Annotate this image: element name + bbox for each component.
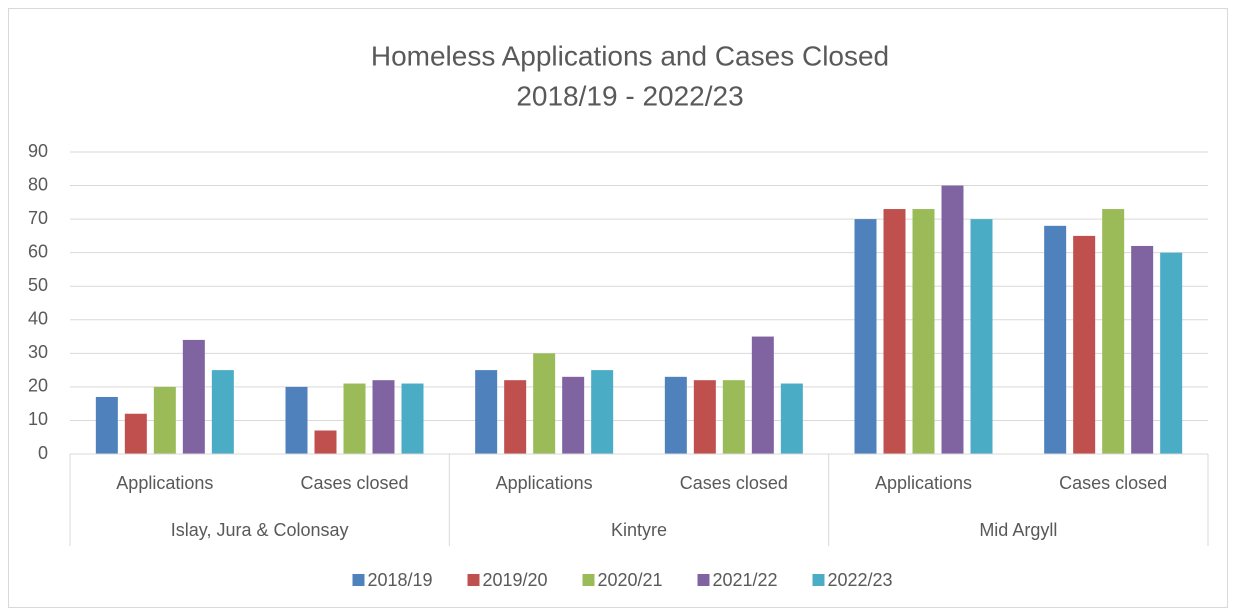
bar xyxy=(854,219,877,454)
y-tick-label: 60 xyxy=(28,241,48,261)
bar xyxy=(314,430,337,454)
bar xyxy=(693,380,716,454)
chart-subtitle: 2018/19 - 2022/23 xyxy=(516,80,743,111)
bar xyxy=(722,380,745,454)
legend-label: 2018/19 xyxy=(368,570,433,590)
bar xyxy=(780,383,803,454)
bar xyxy=(883,209,906,454)
bar xyxy=(211,370,234,454)
x-tick-label: Applications xyxy=(875,473,972,493)
legend-swatch xyxy=(697,574,710,586)
bar xyxy=(1102,209,1125,454)
bar xyxy=(1044,225,1067,454)
bar xyxy=(504,380,527,454)
bar xyxy=(751,336,774,454)
y-tick-label: 20 xyxy=(28,376,48,396)
bar xyxy=(343,383,366,454)
legend-swatch xyxy=(582,574,595,586)
group-label: Islay, Jura & Colonsay xyxy=(171,520,349,540)
bar xyxy=(285,386,308,454)
x-tick-label: Cases closed xyxy=(1059,473,1167,493)
y-tick-label: 0 xyxy=(38,443,48,463)
group-label: Kintyre xyxy=(611,520,667,540)
x-tick-label: Applications xyxy=(496,473,593,493)
bar xyxy=(970,219,993,454)
bar xyxy=(182,339,205,454)
x-tick-label: Cases closed xyxy=(680,473,788,493)
chart-border xyxy=(8,8,1228,608)
legend-label: 2021/22 xyxy=(713,570,778,590)
x-tick-label: Applications xyxy=(116,473,213,493)
y-tick-label: 90 xyxy=(28,141,48,161)
bar xyxy=(153,386,176,454)
legend-swatch xyxy=(352,574,365,586)
legend-label: 2019/20 xyxy=(483,570,548,590)
bar xyxy=(591,370,614,454)
legend-swatch xyxy=(467,574,480,586)
bar xyxy=(372,380,395,454)
y-tick-label: 10 xyxy=(28,409,48,429)
bar xyxy=(95,396,118,454)
legend-label: 2020/21 xyxy=(598,570,663,590)
bar xyxy=(401,383,424,454)
bar xyxy=(664,376,687,454)
bar xyxy=(562,376,585,454)
bar xyxy=(533,353,556,454)
bar xyxy=(124,413,147,454)
bar xyxy=(1131,245,1154,454)
y-tick-label: 50 xyxy=(28,275,48,295)
group-label: Mid Argyll xyxy=(979,520,1057,540)
y-tick-label: 30 xyxy=(28,342,48,362)
bar xyxy=(912,209,935,454)
bar xyxy=(1073,235,1096,454)
bar xyxy=(1160,252,1183,454)
y-tick-label: 40 xyxy=(28,309,48,329)
bar xyxy=(475,370,498,454)
legend-swatch xyxy=(812,574,825,586)
y-tick-label: 70 xyxy=(28,208,48,228)
x-tick-label: Cases closed xyxy=(300,473,408,493)
bar xyxy=(941,185,964,455)
legend-label: 2022/23 xyxy=(828,570,893,590)
chart-title: Homeless Applications and Cases Closed xyxy=(371,40,889,71)
y-tick-label: 80 xyxy=(28,174,48,194)
